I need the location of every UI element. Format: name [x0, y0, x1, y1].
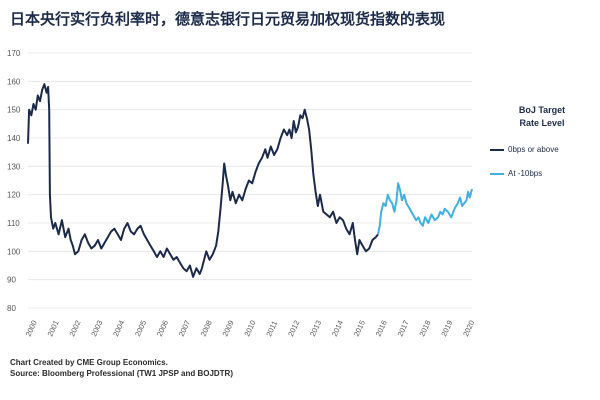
legend-swatch-series-1 — [490, 173, 504, 175]
legend-item-series-1: At -10bps — [488, 168, 596, 180]
y-axis-ticks: 80 90 100 110 120 130 140 150 160 170 — [7, 49, 21, 313]
x-tick-label: 2006 — [155, 319, 170, 338]
y-tick-label: 140 — [7, 134, 21, 143]
x-tick-label: 2017 — [395, 319, 410, 338]
x-tick-label: 2015 — [352, 319, 367, 338]
legend-swatch-series-0 — [490, 149, 504, 151]
x-tick-label: 2016 — [374, 319, 389, 338]
x-tick-label: 2002 — [67, 319, 82, 338]
x-tick-label: 2004 — [111, 319, 126, 338]
x-tick-label: 2009 — [221, 319, 236, 338]
grid-lines — [28, 52, 472, 309]
x-tick-label: 2010 — [242, 319, 257, 338]
x-axis-ticks: 2000 2001 2002 2003 2004 2005 2006 2007 2008 2009… — [24, 319, 477, 338]
x-tick-label: 2011 — [264, 319, 279, 337]
y-tick-label: 170 — [7, 49, 21, 58]
x-tick-label: 2008 — [199, 319, 214, 338]
x-tick-label: 2012 — [286, 319, 301, 338]
y-tick-label: 110 — [7, 219, 20, 228]
x-tick-label: 2013 — [308, 319, 323, 338]
x-tick-label: 2005 — [133, 319, 148, 338]
y-tick-label: 120 — [7, 191, 21, 200]
series-line-1 — [377, 182, 473, 235]
series-lines — [27, 83, 473, 278]
legend-label-series-0: 0bps or above — [508, 145, 559, 154]
x-tick-label: 2000 — [24, 319, 39, 338]
y-tick-label: 90 — [7, 276, 16, 285]
chart-footer: Chart Created by CME Group Economics. So… — [10, 357, 233, 379]
chart-title: 日本央行实行负利率时，德意志银行日元贸易加权现货指数的表现 — [10, 10, 446, 28]
x-tick-label: 2007 — [177, 319, 192, 338]
x-tick-label: 2018 — [417, 319, 432, 338]
legend-title: BoJ Target Rate Level — [488, 104, 596, 130]
x-tick-label: 2001 — [46, 319, 61, 338]
x-tick-label: 2019 — [439, 319, 454, 338]
y-tick-label: 130 — [7, 162, 21, 171]
y-tick-label: 100 — [7, 247, 21, 256]
footer-credit: Chart Created by CME Group Economics. — [10, 358, 168, 367]
legend-label-series-1: At -10bps — [508, 169, 543, 178]
x-tick-label: 2003 — [89, 319, 104, 338]
x-tick-label: 2020 — [461, 319, 476, 338]
x-tick-label: 2014 — [330, 319, 345, 338]
legend-title-line1: BoJ Target — [518, 105, 566, 115]
y-tick-label: 150 — [7, 106, 21, 115]
y-tick-label: 80 — [7, 304, 16, 313]
series-line-0 — [27, 83, 379, 278]
legend-item-series-0: 0bps or above — [488, 144, 596, 156]
footer-source: Source: Bloomberg Professional (TW1 JPSP… — [10, 369, 233, 378]
y-tick-label: 160 — [7, 77, 21, 86]
legend-title-line2: Rate Level — [519, 118, 565, 128]
legend: BoJ Target Rate Level 0bps or above At -… — [488, 104, 596, 178]
